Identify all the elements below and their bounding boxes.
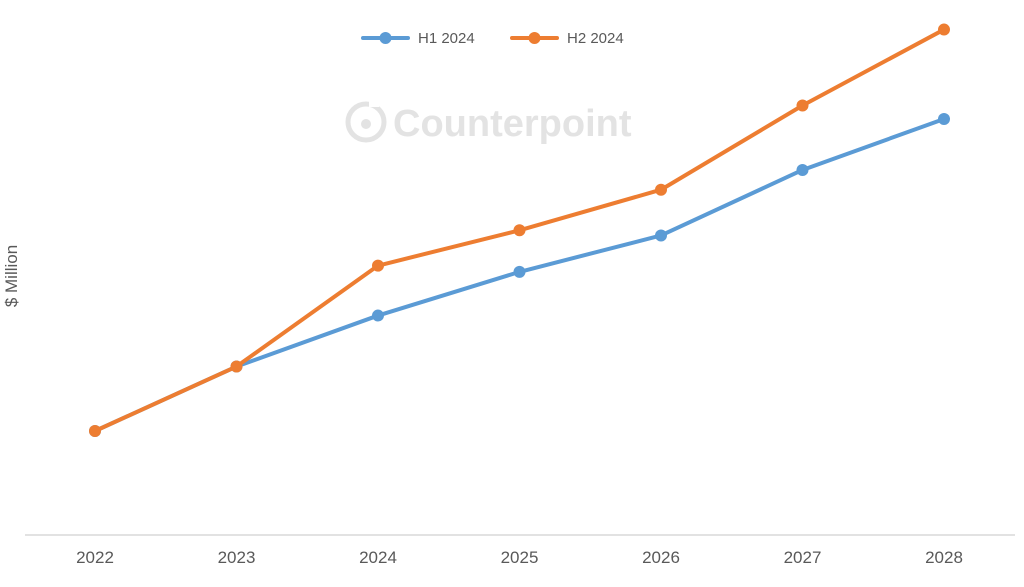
data-point [655, 183, 667, 196]
series-1 [89, 113, 950, 437]
counterpoint-logo-icon [345, 99, 387, 143]
data-point [513, 224, 526, 237]
legend-item: H2 2024 [510, 30, 624, 47]
data-point [938, 113, 950, 125]
data-point [655, 229, 667, 242]
y-axis-label: $ Million [2, 245, 21, 307]
legend-marker [379, 32, 392, 44]
data-point [372, 309, 384, 322]
legend-label: H1 2024 [418, 30, 475, 47]
data-point [796, 163, 809, 176]
watermark-text: Counterpoint [393, 103, 632, 145]
series-2 [89, 23, 950, 437]
data-point [372, 259, 384, 272]
data-point [938, 23, 950, 36]
x-tick-label: 2022 [76, 548, 114, 567]
data-point [513, 265, 526, 278]
legend-marker [528, 32, 541, 44]
watermark: Counterpoint [345, 99, 632, 145]
legend: H1 2024 H2 2024 [361, 30, 624, 47]
data-point [796, 99, 809, 112]
x-tick-label: 2027 [784, 548, 822, 567]
series-layer [89, 23, 950, 437]
x-tick-labels: 2022 2023 2024 2025 2026 2027 2028 [76, 548, 963, 567]
x-tick-label: 2028 [925, 548, 963, 567]
x-tick-label: 2023 [218, 548, 256, 567]
legend-item: H1 2024 [361, 30, 475, 47]
data-point [89, 425, 101, 437]
legend-label: H2 2024 [567, 30, 624, 47]
x-tick-label: 2025 [501, 548, 539, 567]
x-tick-label: 2024 [359, 548, 397, 567]
x-tick-label: 2026 [642, 548, 680, 567]
data-point [230, 360, 243, 373]
